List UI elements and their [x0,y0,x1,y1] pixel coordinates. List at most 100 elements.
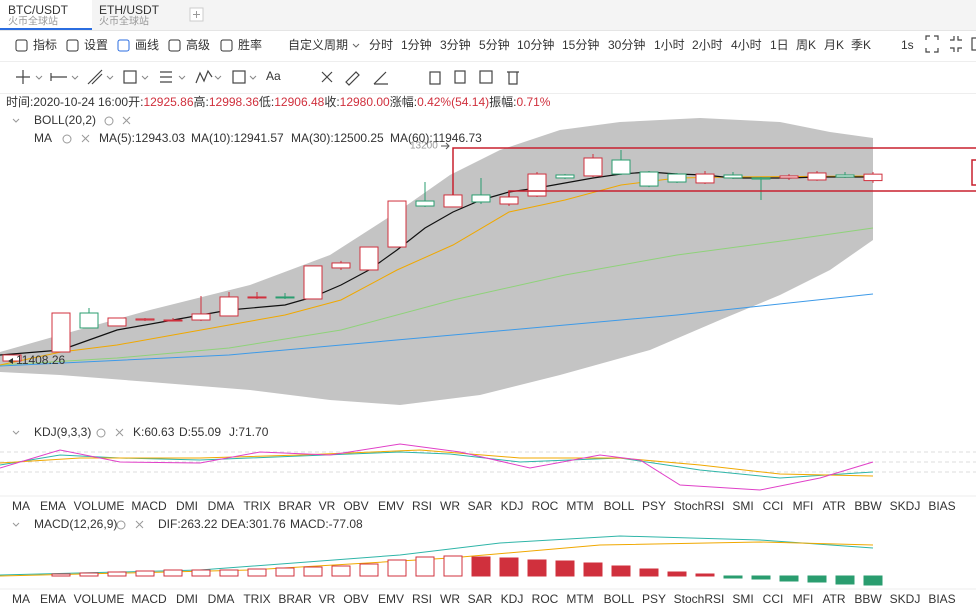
period-button[interactable]: 月K [824,38,844,52]
settings-icon[interactable] [62,134,72,144]
indicator-button[interactable]: EMV [378,592,404,606]
indicator-button[interactable]: MACD [131,592,167,606]
close-icon[interactable] [115,428,124,437]
lock-tool[interactable] [429,71,441,85]
period-button[interactable]: 周K [796,38,816,52]
period-button[interactable]: 1日 [770,38,789,52]
indicator-button[interactable]: RSI [412,592,432,606]
collapse-arrows[interactable] [12,118,20,527]
period-button[interactable]: 1分钟 [401,37,432,52]
indicator-button[interactable]: DMA [208,592,235,606]
period-button[interactable]: 15分钟 [562,37,599,52]
tool-button[interactable]: 指标 [33,37,57,52]
indicator-button[interactable]: KDJ [501,499,524,513]
indicator-button[interactable]: WR [440,592,460,606]
settings-icon[interactable] [116,520,126,530]
pen-tool[interactable] [373,71,388,85]
indicator-button[interactable]: MTM [566,592,593,606]
indicator-button[interactable]: EMA [40,499,66,513]
period-button[interactable]: 30分钟 [608,37,645,52]
tool-button[interactable]: 设置 [84,38,108,52]
indicator-button[interactable]: ATR [822,499,845,513]
tool-button[interactable]: 画线 [135,38,159,52]
delete-tool[interactable] [507,71,519,85]
indicator-button[interactable]: DMI [176,592,198,606]
period-button[interactable]: 3分钟 [440,37,471,52]
copy-tool[interactable] [454,70,466,84]
indicator-button[interactable]: TRIX [243,592,270,606]
period-button[interactable]: 4小时 [731,38,762,52]
fullscreen-icon[interactable] [925,35,939,53]
tool-button[interactable]: 高级 [186,37,210,52]
indicator-button[interactable]: MA [12,592,30,606]
indicator-button[interactable]: OBV [343,499,368,513]
indicator-button[interactable]: SMI [732,499,753,513]
indicator-button[interactable]: CCI [763,592,784,606]
period-button[interactable]: 1小时 [654,38,685,52]
indicator-button[interactable]: PSY [642,592,666,606]
magnet-tool[interactable] [321,71,333,83]
indicator-button[interactable]: MACD [131,499,167,513]
indicator-button[interactable]: SMI [732,592,753,606]
hide-tool[interactable] [479,70,493,84]
channel-tool[interactable] [87,69,103,85]
indicator-button[interactable]: BIAS [928,592,955,606]
indicator-button[interactable]: EMA [40,592,66,606]
indicator-button[interactable]: DMA [208,499,235,513]
period-button[interactable]: 2小时 [692,38,723,52]
tool-button[interactable]: 胜率 [238,37,262,52]
indicator-button[interactable]: MA [12,499,30,513]
indicator-button[interactable]: VOLUME [74,592,125,606]
ruler-tool[interactable] [345,71,360,86]
indicator-button[interactable]: SKDJ [890,499,921,513]
indicator-button[interactable]: SKDJ [890,592,921,606]
indicator-button[interactable]: MFI [793,592,814,606]
indicator-button[interactable]: MTM [566,499,593,513]
shrink-icon[interactable] [950,36,962,52]
custom-period[interactable]: 自定义周期 [288,37,348,52]
line-tool[interactable] [50,73,67,81]
period-button[interactable]: 分时 [369,38,393,52]
layout-icon[interactable] [971,37,976,51]
indicator-button[interactable]: VOLUME [74,499,125,513]
indicator-button[interactable]: BBW [854,499,882,513]
indicator-button[interactable]: BRAR [278,499,312,513]
indicator-button[interactable]: StochRSI [674,499,725,513]
close-icon[interactable] [81,134,90,143]
indicator-button[interactable]: DMI [176,499,198,513]
close-icon[interactable] [135,520,144,529]
indicator-button[interactable]: BRAR [278,592,312,606]
indicator-button[interactable]: BBW [854,592,882,606]
indicator-button[interactable]: WR [440,499,460,513]
speed[interactable]: 1s [901,38,914,52]
indicator-button[interactable]: VR [319,592,336,606]
wave-tool[interactable] [195,69,213,84]
measure-tool[interactable] [232,70,246,84]
period-button[interactable]: 5分钟 [479,37,510,52]
rect-tool[interactable] [123,70,137,84]
tab-pair[interactable]: BTC/USDT [8,3,69,17]
text-tool[interactable]: Aa [266,69,281,83]
indicator-button[interactable]: CCI [763,499,784,513]
settings-icon[interactable] [104,116,114,126]
indicator-button[interactable]: StochRSI [674,592,725,606]
tab-pair[interactable]: ETH/USDT [99,3,160,17]
period-button[interactable]: 季K [851,38,871,52]
fib-tool[interactable] [160,71,172,83]
indicator-button[interactable]: VR [319,499,336,513]
period-button[interactable]: 10分钟 [517,37,554,52]
indicator-button[interactable]: BOLL [604,499,635,513]
indicator-button[interactable]: SAR [468,499,493,513]
indicator-button[interactable]: RSI [412,499,432,513]
indicator-button[interactable]: SAR [468,592,493,606]
indicator-button[interactable]: EMV [378,499,404,513]
crosshair-tool[interactable] [16,70,30,84]
indicator-button[interactable]: PSY [642,499,666,513]
indicator-button[interactable]: BOLL [604,592,635,606]
indicator-button[interactable]: KDJ [501,592,524,606]
close-icon[interactable] [122,116,131,125]
indicator-button[interactable]: OBV [343,592,368,606]
active-tab[interactable] [0,0,92,30]
indicator-button[interactable]: TRIX [243,499,270,513]
indicator-button[interactable]: MFI [793,499,814,513]
